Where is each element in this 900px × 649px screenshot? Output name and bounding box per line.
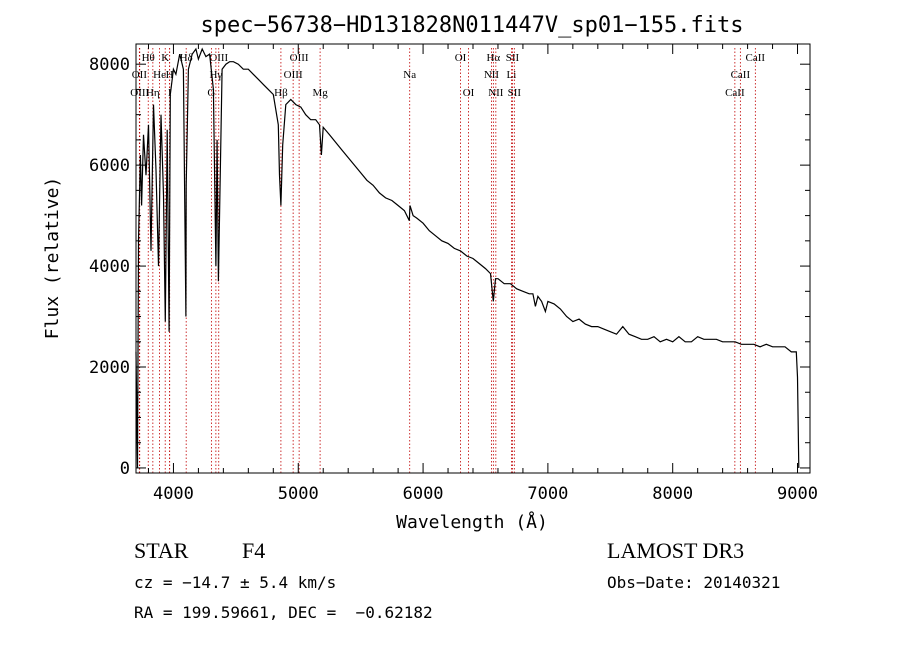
survey-name: LAMOST DR3 — [607, 538, 745, 563]
spectral-line-label: Hη — [146, 87, 160, 99]
y-tick-label: 4000 — [89, 257, 130, 277]
y-axis-label: Flux (relative) — [42, 177, 63, 340]
spectral-line-label: CaII — [725, 87, 745, 99]
y-tick-label: 0 — [120, 459, 130, 479]
y-tick-label: 6000 — [89, 156, 130, 176]
spectral-line-label: Na — [403, 69, 416, 81]
spectral-line-label: He — [153, 69, 166, 81]
x-axis: 4000 5000 6000 7000 8000 9000 — [147, 44, 818, 504]
spectral-line-label: Mg — [312, 87, 328, 99]
x-tick-label: 8000 — [652, 484, 693, 504]
spectral-line-label: OIII — [290, 52, 309, 64]
y-tick-label: 2000 — [89, 358, 130, 378]
x-axis-label: Wavelength (Å) — [396, 511, 548, 533]
spectral-line-label: I — [168, 87, 172, 99]
spectral-line-label: OIII — [284, 69, 303, 81]
object-subclass: F4 — [242, 538, 266, 563]
spectrum-line — [135, 47, 800, 469]
spectral-line-label: G — [207, 87, 215, 99]
spectral-line-label: OII — [132, 69, 148, 81]
redshift-velocity: cz = −14.7 ± 5.4 km/s — [134, 573, 337, 592]
x-tick-label: 6000 — [403, 484, 444, 504]
object-class: STAR — [134, 538, 189, 563]
spectral-line-label: CaII — [746, 52, 766, 64]
x-tick-label: 5000 — [278, 484, 319, 504]
spectral-line-label: SII — [506, 52, 520, 64]
spectral-line-label: Hδ — [180, 52, 193, 64]
y-tick-label: 8000 — [89, 55, 130, 75]
coordinates: RA = 199.59661, DEC = −0.62182 — [134, 603, 433, 622]
x-tick-label: 4000 — [153, 484, 194, 504]
observation-date: Obs−Date: 20140321 — [607, 573, 781, 592]
spectral-line-label: CaII — [731, 69, 751, 81]
y-axis: 0 2000 4000 6000 8000 — [89, 55, 810, 479]
spectral-line-label: OIII — [130, 87, 149, 99]
spectral-line-label: K — [161, 52, 169, 64]
x-tick-label: 7000 — [527, 484, 568, 504]
x-tick-label: 9000 — [777, 484, 818, 504]
spectral-line-label: NII — [484, 69, 500, 81]
spectral-line-label: H — [166, 69, 174, 81]
spectral-line-label: Hα — [486, 52, 500, 64]
spectral-line-label: Li — [507, 69, 517, 81]
spectral-line-label: OI — [463, 87, 475, 99]
spectral-line-label: OIII — [209, 52, 228, 64]
spectral-line-label: Hβ — [274, 87, 288, 99]
spectral-line-label: Hθ — [142, 52, 155, 64]
spectral-line-label: NII — [488, 87, 504, 99]
chart-title: spec−56738−HD131828N011447V_sp01−155.fit… — [200, 13, 743, 38]
spectral-line-label: SII — [508, 87, 522, 99]
spectral-line-label: OI — [455, 52, 467, 64]
